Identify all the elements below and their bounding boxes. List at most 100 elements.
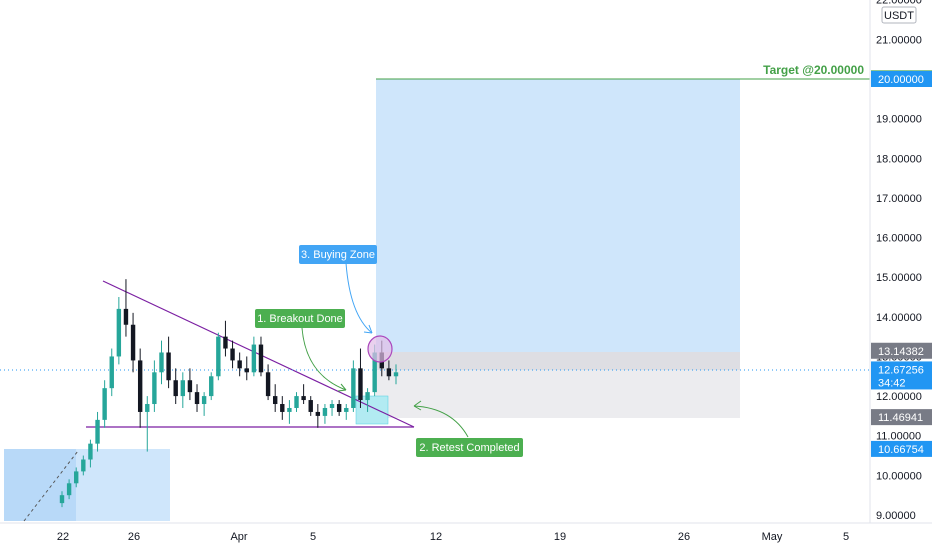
candle-body bbox=[159, 352, 164, 373]
price-tags: 20.0152020.0000013.1438212.6725634:4211.… bbox=[871, 70, 932, 457]
candle-body bbox=[308, 400, 313, 412]
candle-body bbox=[194, 392, 200, 405]
candle-body bbox=[223, 336, 228, 349]
price-axis-bg bbox=[870, 0, 932, 550]
time-tick-label: 22 bbox=[57, 531, 69, 543]
currency-label: USDT bbox=[884, 10, 914, 22]
candle-body bbox=[393, 372, 399, 377]
time-tick-label: 5 bbox=[843, 531, 849, 543]
candle-body bbox=[272, 396, 278, 405]
left-zone-dark bbox=[4, 449, 76, 521]
candle-body bbox=[351, 368, 356, 408]
time-tick-label: May bbox=[762, 531, 783, 543]
candle-body bbox=[251, 344, 257, 373]
candle-body bbox=[116, 308, 122, 357]
candle-body bbox=[59, 495, 65, 504]
candle-body bbox=[209, 376, 214, 397]
time-tick-label: Apr bbox=[230, 531, 247, 543]
buying-note-text: 3. Buying Zone bbox=[301, 249, 375, 261]
price-tag-box bbox=[871, 440, 932, 457]
time-tick-label: 19 bbox=[554, 531, 566, 543]
time-ticks: 22 26 Apr 5 12 19 26 May 5 bbox=[57, 531, 849, 543]
price-tag-box bbox=[871, 342, 932, 359]
retest-arrowhead bbox=[413, 400, 422, 411]
buying-note-box bbox=[299, 245, 377, 264]
candle-body bbox=[152, 372, 157, 405]
price-tick-label: 12.00000 bbox=[876, 391, 922, 403]
price-tick-label: 18.00000 bbox=[876, 153, 922, 165]
price-tag-text: 10.66754 bbox=[878, 444, 924, 456]
retest-note-box bbox=[416, 438, 523, 457]
candle-body bbox=[365, 392, 370, 401]
descending-trendline bbox=[102, 280, 415, 428]
price-tick-label: 10.00000 bbox=[876, 470, 922, 482]
breakout-arrowhead bbox=[337, 383, 347, 392]
price-tick-label: 19.00000 bbox=[876, 114, 922, 126]
price-tick-label: 22.00000 bbox=[876, 0, 922, 7]
candle-body bbox=[187, 380, 193, 393]
price-tick-label: 15.00000 bbox=[876, 272, 922, 284]
candle-body bbox=[230, 348, 235, 361]
candle-body bbox=[95, 419, 100, 444]
candle-body bbox=[244, 368, 249, 373]
price-tick-label: 14.00000 bbox=[876, 312, 922, 324]
price-tag-text: 11.46941 bbox=[878, 412, 923, 424]
candles-group bbox=[59, 279, 399, 508]
price-tag-text: 13.14382 bbox=[878, 346, 924, 358]
candle-body bbox=[130, 324, 136, 361]
currency-box bbox=[881, 6, 917, 24]
target-label: Target @20.00000 bbox=[763, 63, 864, 77]
candle-body bbox=[81, 459, 86, 472]
candle-body bbox=[258, 344, 264, 373]
price-tag-text: 12.67256 bbox=[878, 364, 924, 376]
candle-body bbox=[201, 396, 207, 405]
price-tag-box bbox=[871, 361, 932, 390]
retest-arrow bbox=[413, 405, 469, 438]
candle-body bbox=[265, 372, 271, 397]
buying-zone-arrow bbox=[345, 262, 373, 334]
candle-body bbox=[322, 407, 328, 416]
breakout-note-text: 1. Breakout Done bbox=[257, 313, 343, 325]
left-zone-dashed-line bbox=[23, 450, 79, 522]
candle-body bbox=[66, 483, 72, 496]
candle-body bbox=[358, 368, 363, 401]
candle-body bbox=[74, 471, 79, 484]
price-tag-countdown: 34:42 bbox=[878, 377, 906, 389]
candle-body bbox=[301, 396, 306, 401]
price-tag-box bbox=[871, 71, 932, 87]
candle-body bbox=[372, 352, 377, 393]
profit-zone bbox=[376, 79, 740, 352]
time-axis[interactable]: 22 26 Apr 5 12 19 26 May 5 bbox=[0, 522, 932, 543]
candle-body bbox=[180, 380, 186, 397]
buying-zone-circle bbox=[367, 335, 393, 363]
candle-body bbox=[137, 360, 143, 412]
entry-band bbox=[376, 352, 740, 370]
candle-body bbox=[145, 404, 150, 412]
breakout-note-box bbox=[255, 309, 345, 328]
candle-body bbox=[109, 356, 114, 389]
price-tag-text: 20.00000 bbox=[878, 74, 924, 86]
breakout-arrow bbox=[301, 327, 347, 391]
price-tick-label: 16.00000 bbox=[876, 233, 922, 245]
candle-body bbox=[315, 411, 321, 416]
candle-body bbox=[336, 404, 342, 412]
candle-body bbox=[123, 308, 129, 325]
candle-body bbox=[329, 404, 335, 408]
price-axis[interactable]: 22.00000 21.00000 20.00000 19.00000 18.00000… bbox=[869, 0, 932, 550]
candle-body bbox=[88, 443, 93, 460]
candle-body bbox=[280, 404, 285, 412]
retest-zone bbox=[355, 395, 389, 425]
candle-body bbox=[102, 388, 107, 420]
candle-body bbox=[344, 407, 349, 412]
price-tick-label: 9.00000 bbox=[876, 510, 916, 522]
price-tag-box bbox=[871, 409, 932, 426]
time-tick-label: 26 bbox=[128, 531, 140, 543]
buying-zone-arrowhead bbox=[363, 324, 373, 334]
time-tick-label: 5 bbox=[310, 531, 316, 543]
price-tick-label: 17.00000 bbox=[876, 193, 922, 205]
price-tick-label: 21.00000 bbox=[876, 34, 922, 46]
candle-body bbox=[294, 396, 299, 408]
time-tick-label: 26 bbox=[678, 531, 690, 543]
candle-body bbox=[287, 407, 292, 412]
